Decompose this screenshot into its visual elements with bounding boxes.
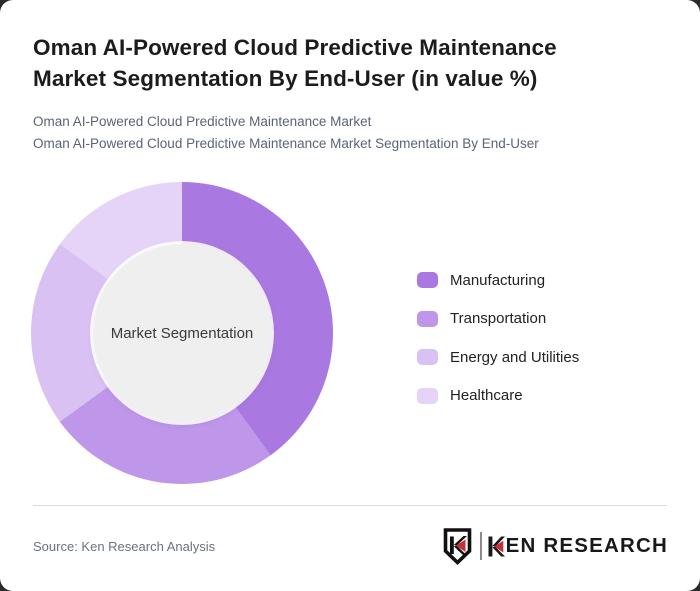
- page-title: Oman AI-Powered Cloud Predictive Mainten…: [33, 35, 557, 91]
- chart-subtitle: Oman AI-Powered Cloud Predictive Mainten…: [33, 111, 539, 154]
- legend-swatch-energy-and-utilities: [417, 349, 438, 365]
- chart-legend: Manufacturing Transportation Energy and …: [417, 272, 579, 404]
- legend-label: Healthcare: [450, 387, 523, 404]
- legend-swatch-transportation: [417, 310, 438, 327]
- donut-center-label: Market Segmentation: [110, 324, 254, 342]
- logo-separator: [479, 532, 483, 560]
- legend-item-manufacturing: Manufacturing: [417, 271, 579, 289]
- source-note: Source: Ken Research Analysis: [33, 539, 216, 554]
- logo-text: EN RESEARCH: [505, 534, 668, 557]
- legend-item-healthcare: Healthcare: [417, 387, 579, 404]
- logo-wordmark: EN RESEARCH: [488, 534, 668, 558]
- donut-center: Market Segmentation: [93, 244, 271, 422]
- legend-label: Energy and Utilities: [450, 348, 580, 366]
- legend-label: Transportation: [450, 310, 547, 327]
- legend-label: Manufacturing: [450, 271, 546, 289]
- subtitle-line-2: Oman AI-Powered Cloud Predictive Mainten…: [33, 135, 539, 151]
- legend-swatch-manufacturing: [417, 272, 438, 288]
- ken-research-logo: EN RESEARCH: [442, 527, 668, 565]
- legend-item-energy-and-utilities: Energy and Utilities: [417, 348, 580, 366]
- donut-chart: Market Segmentation: [31, 182, 333, 484]
- legend-swatch-healthcare: [417, 387, 438, 404]
- logo-shield-icon: [443, 527, 471, 565]
- subtitle-line-1: Oman AI-Powered Cloud Predictive Mainten…: [33, 114, 372, 129]
- logo-k-icon: [488, 536, 506, 556]
- legend-item-transportation: Transportation: [417, 310, 579, 327]
- footer-divider: [33, 505, 667, 506]
